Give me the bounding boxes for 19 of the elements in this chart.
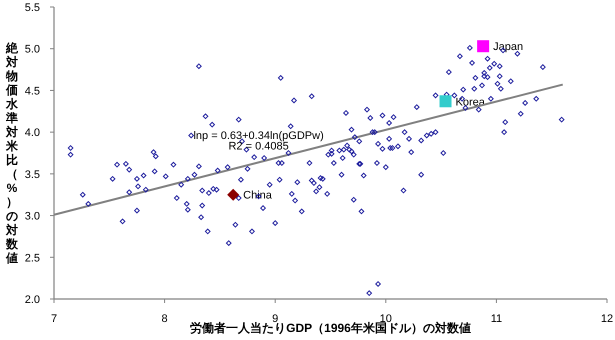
y-tick-label: 5.5 xyxy=(24,2,40,14)
annotation: lnp = 0.63+0.34ln(pGDPw) xyxy=(193,130,324,142)
point xyxy=(477,40,490,52)
y-tick-label: 3.5 xyxy=(24,168,40,181)
point xyxy=(227,188,240,201)
y-tick-label: 2.5 xyxy=(24,252,40,264)
y-tick-label: 4.0 xyxy=(24,127,40,140)
x-tick-label: 12 xyxy=(600,313,614,325)
x-tick-label: 11 xyxy=(490,313,502,325)
x-tick-label: 8 xyxy=(162,313,168,325)
text: 絶対物価水準対米比（%）の対数値 xyxy=(6,41,18,265)
y-tick-label: 2.0 xyxy=(24,294,40,306)
y-tick-label: 5.0 xyxy=(24,44,40,56)
y-tick-label: 4.5 xyxy=(24,85,40,98)
point xyxy=(440,95,452,108)
y-tick-label: 3.0 xyxy=(24,210,40,223)
series-label: Japan xyxy=(493,41,524,54)
x-tick-label: 7 xyxy=(50,313,58,325)
annotation: R2 = 0.4085 xyxy=(228,140,289,153)
